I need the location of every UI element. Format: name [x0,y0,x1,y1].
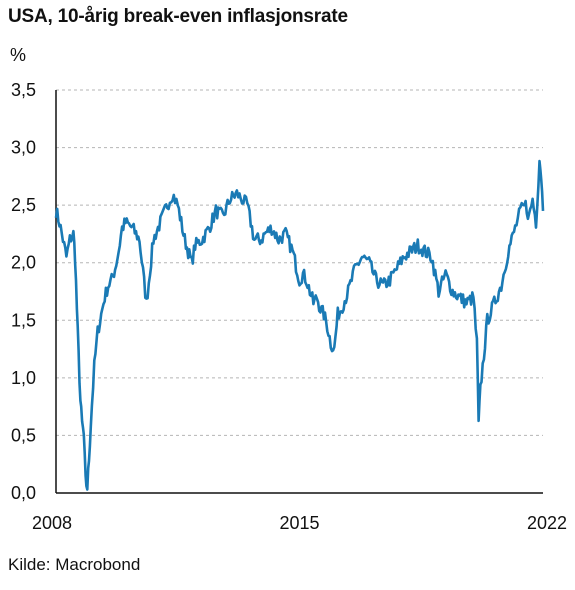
x-tick-label: 2015 [279,513,319,533]
y-tick-label: 3,0 [11,138,36,158]
y-tick-label: 1,0 [11,368,36,388]
y-tick-label: 2,5 [11,195,36,215]
y-tick-label: 3,5 [11,80,36,100]
source-note: Kilde: Macrobond [8,555,141,574]
y-tick-label: 0,0 [11,483,36,503]
label-layer: 0,0 0,5 1,0 1,5 2,0 2,5 3,0 3,5% 2008 2015 2022 [10,45,567,533]
y-tick-label: 1,5 [11,310,36,330]
series-line [54,159,545,491]
y-tick-label: 0,5 [11,425,36,445]
axis-layer [55,90,543,494]
grid-layer [56,89,543,436]
y-tick-label: 2,0 [11,253,36,273]
y-axis-label: % [10,45,26,65]
x-tick-label: 2022 [527,513,567,533]
chart-title: USA, 10-årig break-even inflasjonsrate [8,6,348,27]
x-tick-label: 2008 [32,513,72,533]
series-layer [54,159,545,491]
